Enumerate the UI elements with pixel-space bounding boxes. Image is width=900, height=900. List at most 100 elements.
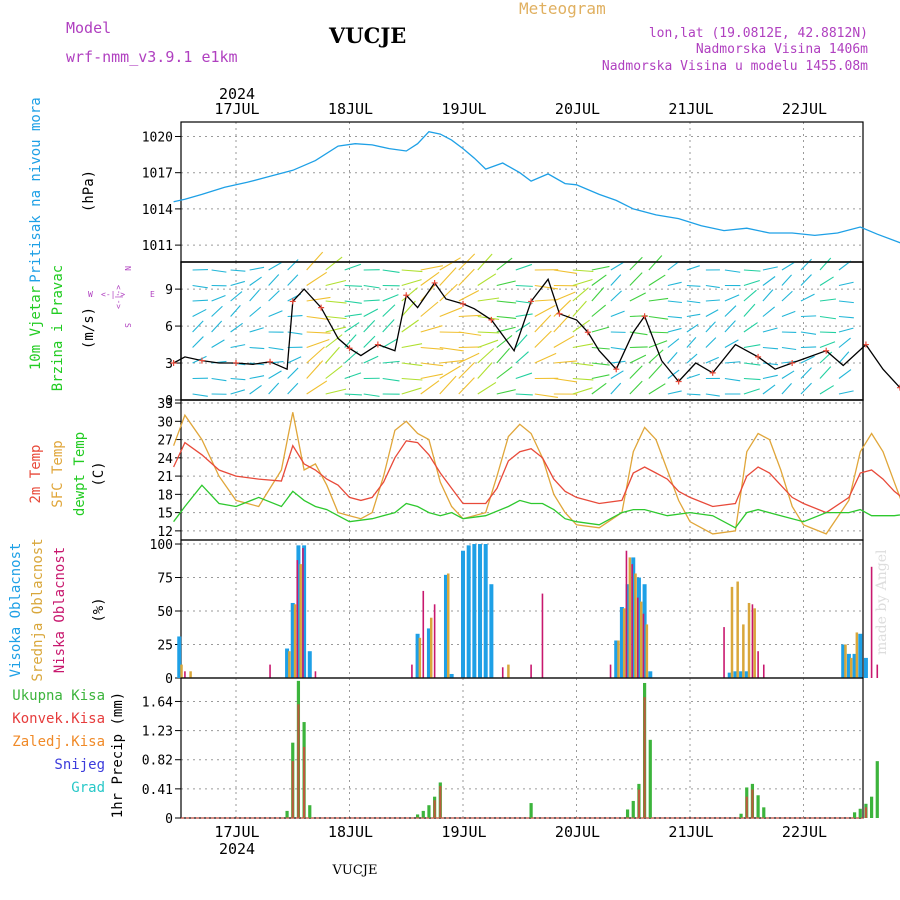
wind-vector (781, 383, 792, 395)
wind-vector (724, 269, 741, 273)
wind-panel: 0 3 6 9 (165, 251, 900, 409)
wind-vector (819, 315, 836, 320)
wind-vector (249, 289, 260, 302)
wind-vector (363, 355, 379, 364)
cloud-bar (858, 633, 863, 678)
day-label: 19JUL (441, 823, 486, 841)
wind-vector (819, 298, 837, 302)
wind-vector (534, 330, 552, 348)
wind-vector (667, 315, 682, 319)
wind-vector (705, 284, 720, 289)
temperature-panel: 12 15 18 21 24 27 30 33 (157, 397, 900, 541)
cloud-bar (757, 651, 759, 678)
wind-vector (344, 284, 362, 287)
precip-bar (864, 807, 868, 818)
wind-vector (382, 304, 396, 317)
wind-vector (629, 272, 643, 286)
wind-vector (591, 287, 605, 302)
wind-vector (420, 325, 443, 333)
wind-vector (515, 372, 533, 380)
wind-vector (325, 334, 343, 348)
wind-vector (610, 261, 624, 271)
wind-vector (496, 280, 516, 287)
wind-gust-marker (641, 313, 648, 320)
wind-vector (743, 269, 761, 272)
precip-bar (852, 812, 857, 818)
cloud-bar (614, 640, 619, 678)
wind-vector (458, 352, 480, 364)
wind-vector (648, 255, 663, 271)
precip-bar (875, 761, 879, 818)
temp-ylabel-dewpt: dewpt Temp (72, 432, 88, 516)
wind-vector (686, 373, 700, 380)
wind-vector (515, 284, 533, 287)
wind-vector (496, 366, 513, 379)
wind-vector (192, 308, 207, 317)
cloud-bar (184, 671, 186, 678)
precip-legend-item: Konvek.Kisa (12, 711, 105, 727)
ytick-label: 21 (157, 470, 173, 485)
wind-vector (420, 373, 443, 380)
cloud-bar (299, 564, 302, 678)
wind-vector (534, 304, 556, 317)
cloud-bar (751, 604, 754, 678)
wind-vector (344, 372, 362, 380)
wind-vector (724, 294, 740, 302)
wind-vector (325, 315, 347, 320)
cloud-bar (530, 664, 532, 678)
precip-bar (751, 789, 754, 818)
wind-vector (439, 283, 458, 302)
wind-vector (496, 348, 511, 364)
cloud-bar (762, 664, 765, 678)
wind-vector (686, 323, 699, 333)
cloud-bar (619, 606, 624, 678)
year-label-bottom: 2024 (219, 840, 255, 858)
wind-vector (344, 313, 362, 318)
day-label: 18JUL (328, 100, 373, 118)
wind-vector (515, 300, 533, 304)
wind-vector (553, 291, 576, 302)
wind-vector (800, 315, 817, 318)
wind-vector (591, 265, 610, 271)
wind-vector (515, 393, 533, 396)
station-title: VUCJE (328, 23, 406, 48)
cloud-bar (727, 672, 732, 678)
wind-vector (553, 377, 578, 383)
temp-ylabel-2m: 2m Temp (28, 444, 44, 503)
ytick-label: 1011 (142, 239, 173, 254)
wind-gust-marker (755, 353, 762, 360)
wind-vector (477, 381, 497, 395)
meteogram-title: Meteogram (519, 0, 606, 18)
wind-speed-line (173, 277, 900, 389)
cloud-bar (730, 586, 734, 678)
wind-vector (230, 344, 246, 349)
wind-vector (762, 327, 778, 333)
wind-vector (838, 369, 852, 379)
wind-vector (762, 346, 779, 350)
wind-vector (496, 300, 517, 304)
wind-vector (344, 393, 362, 396)
cloud-bar (870, 566, 873, 678)
wind-vector (306, 346, 325, 364)
compass-s: S (123, 323, 132, 328)
wind-vector (686, 337, 697, 348)
wind-vector (382, 294, 399, 302)
ytick-label: 1017 (142, 167, 173, 182)
cloud-unit: (%) (91, 597, 107, 622)
wind-vector (439, 257, 461, 271)
wind-vector (800, 382, 812, 395)
wind-gust-marker (289, 298, 296, 305)
precip-bar (637, 789, 641, 818)
model-name: wrf-nmm_v3.9.1 e1km (66, 48, 238, 66)
wind-vector (325, 300, 347, 304)
wind-vector (344, 263, 362, 271)
wind-vector (249, 276, 262, 286)
wind-vector (838, 390, 854, 395)
footer-station: VUCJE (332, 863, 378, 878)
wind-vector (287, 315, 303, 318)
wind-vector (591, 382, 607, 395)
wind-unit: (m/s) (81, 307, 97, 349)
wind-vector (705, 356, 719, 364)
day-label: 19JUL (441, 100, 486, 118)
wind-vector (591, 346, 610, 350)
